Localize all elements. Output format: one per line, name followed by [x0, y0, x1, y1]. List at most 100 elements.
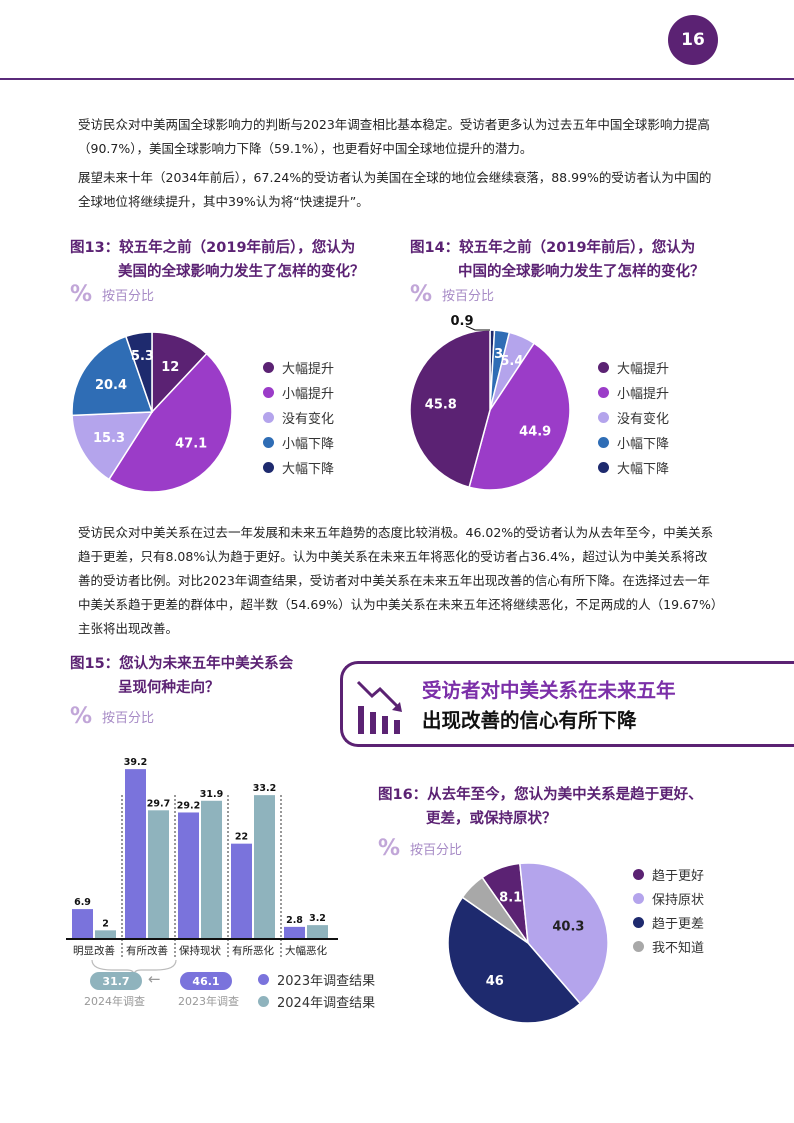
legend-label: 保持原状: [652, 892, 705, 908]
callout-line1: 受访者对中美关系在未来五年: [422, 679, 676, 702]
fig15-unit: % 按百分比: [70, 704, 154, 729]
legend-item: 没有变化: [263, 405, 334, 430]
x-tick-label: 有所改善: [126, 944, 168, 957]
arrow-left-icon: ←: [148, 970, 161, 988]
pie-slice: [447, 896, 582, 1024]
legend-label: 大幅下降: [617, 462, 670, 477]
fig16-pie-chart: 8.1 40.3 46: [447, 862, 609, 1024]
fig16-title: 图16：从去年至今，您认为美中关系是趋于更好、 更差，或保持原状？: [378, 783, 758, 831]
pie-data-label: 40.3: [552, 920, 584, 935]
callout-text: 受访者对中美关系在未来五年 出现改善的信心有所下降: [422, 676, 676, 736]
fig14-legend: 大幅提升 小幅提升 没有变化 小幅下降 大幅下降: [598, 355, 669, 480]
legend-item: 我不知道: [633, 934, 704, 958]
bar: [201, 800, 222, 939]
fig14-title-line2: 中国的全球影响力发生了怎样的变化？: [458, 264, 705, 280]
fig13-legend: 大幅提升 小幅提升 没有变化 小幅下降 大幅下降: [263, 355, 334, 480]
bar: [307, 925, 328, 939]
page-number: 16: [681, 30, 705, 50]
legend-item: 没有变化: [598, 405, 669, 430]
fig13-unit-label: 按百分比: [102, 289, 155, 304]
fig13-title-line2: 美国的全球影响力发生了怎样的变化？: [118, 264, 365, 280]
improve-2023-label: 2023年调查: [178, 995, 239, 1008]
legend-item: 大幅下降: [263, 455, 334, 480]
pie-slice: [461, 876, 529, 944]
legend-item: 大幅提升: [598, 355, 669, 380]
legend-dot: [258, 995, 269, 1007]
bar-data-label: 3.2: [309, 913, 326, 924]
callout-line2: 出现改善的信心有所下降: [422, 709, 637, 732]
pie-data-label: 15.3: [93, 431, 125, 446]
legend-label: 没有变化: [282, 412, 335, 427]
pie-slice: [71, 411, 154, 481]
legend-label: 大幅提升: [617, 362, 670, 377]
fig14-title: 图14：较五年之前（2019年前后），您认为 中国的全球影响力发生了怎样的变化？: [410, 236, 750, 284]
pie-slice: [124, 331, 153, 413]
legend-label: 大幅下降: [282, 462, 335, 477]
fig16-unit: % 按百分比: [378, 836, 462, 861]
legend-dot: [258, 973, 269, 985]
pie-data-label: 47.1: [175, 436, 207, 451]
x-tick-label: 明显改善: [73, 944, 115, 957]
legend-dot: [633, 940, 644, 952]
x-tick-label: 大幅恶化: [285, 944, 327, 957]
fig15-unit-label: 按百分比: [102, 711, 155, 726]
legend-item: 大幅提升: [263, 355, 334, 380]
legend-item: 2024年调查结果: [258, 990, 375, 1012]
fig15-legend: 2023年调查结果 2024年调查结果: [258, 968, 375, 1012]
pie-slice: [107, 352, 233, 493]
legend-dot: [598, 362, 609, 373]
legend-label: 小幅下降: [282, 437, 335, 452]
legend-dot: [633, 916, 644, 928]
legend-label: 趋于更好: [652, 868, 705, 884]
bar: [284, 926, 305, 939]
bar-data-label: 29.2: [177, 800, 200, 811]
bar-data-label: 2.8: [286, 915, 303, 926]
fig16-title-line1: 图16：从去年至今，您认为美中关系是趋于更好、: [378, 787, 703, 803]
fig13-pie-chart: 12 47.1 15.3 20.4 5.3: [71, 331, 233, 493]
page-number-badge: 16: [668, 15, 718, 65]
leader-line: [465, 325, 490, 331]
pie-slice: [519, 862, 609, 1005]
pie-data-label: 44.9: [519, 424, 551, 439]
fig15-bar-chart: 6.9 2 明显改善 39.2 29.7 有所改善 29.231.9 保持现状 22 33.2 有所…: [66, 757, 338, 957]
fig13-title-line1: 图13：较五年之前（2019年前后），您认为: [70, 240, 356, 256]
pie-data-label: 46: [486, 974, 504, 989]
legend-label: 大幅提升: [282, 362, 335, 377]
legend-item: 小幅下降: [263, 430, 334, 455]
legend-label: 趋于更差: [652, 916, 705, 932]
pie-data-label: 20.4: [95, 378, 127, 393]
legend-label: 小幅提升: [617, 387, 670, 402]
legend-dot: [263, 362, 274, 373]
legend-label: 2023年调查结果: [277, 973, 376, 989]
pie-slice: [468, 342, 571, 491]
pie-data-label: 3: [494, 347, 503, 362]
legend-dot: [598, 387, 609, 398]
improve-2023-pill: 46.1: [180, 972, 232, 990]
fig15-title-line1: 图15：您认为未来五年中美关系会: [70, 656, 294, 672]
fig14-unit: % 按百分比: [410, 282, 494, 307]
pie-data-label: 5.3: [131, 349, 154, 364]
fig15-title-line2: 呈现何种走向？: [118, 680, 220, 696]
legend-label: 2024年调查结果: [277, 995, 376, 1011]
paragraph-3: 受访民众对中美关系在过去一年发展和未来五年趋势的态度比较消极。46.02%的受访…: [78, 525, 718, 636]
bar: [231, 843, 252, 939]
header-rule: [0, 78, 794, 80]
pie-data-label: 45.8: [425, 397, 457, 412]
legend-item: 保持原状: [633, 886, 704, 910]
bar: [72, 909, 93, 939]
paragraph-1: 受访民众对中美两国全球影响力的判断与2023年调查相比基本稳定。受访者更多认为过…: [78, 117, 710, 156]
legend-item: 小幅提升: [263, 380, 334, 405]
pie-data-label: 5.4: [500, 354, 523, 369]
legend-dot: [633, 892, 644, 904]
legend-dot: [633, 868, 644, 880]
legend-label: 小幅提升: [282, 387, 335, 402]
bar: [148, 810, 169, 939]
bar-data-label: 22: [235, 832, 248, 843]
bar-data-label: 39.2: [124, 757, 147, 768]
bar: [95, 930, 116, 939]
bar: [125, 769, 146, 939]
legend-dot: [263, 462, 274, 473]
fig16-title-line2: 更差，或保持原状？: [426, 811, 557, 827]
legend-label: 小幅下降: [617, 437, 670, 452]
bar-data-label: 2: [102, 918, 109, 929]
